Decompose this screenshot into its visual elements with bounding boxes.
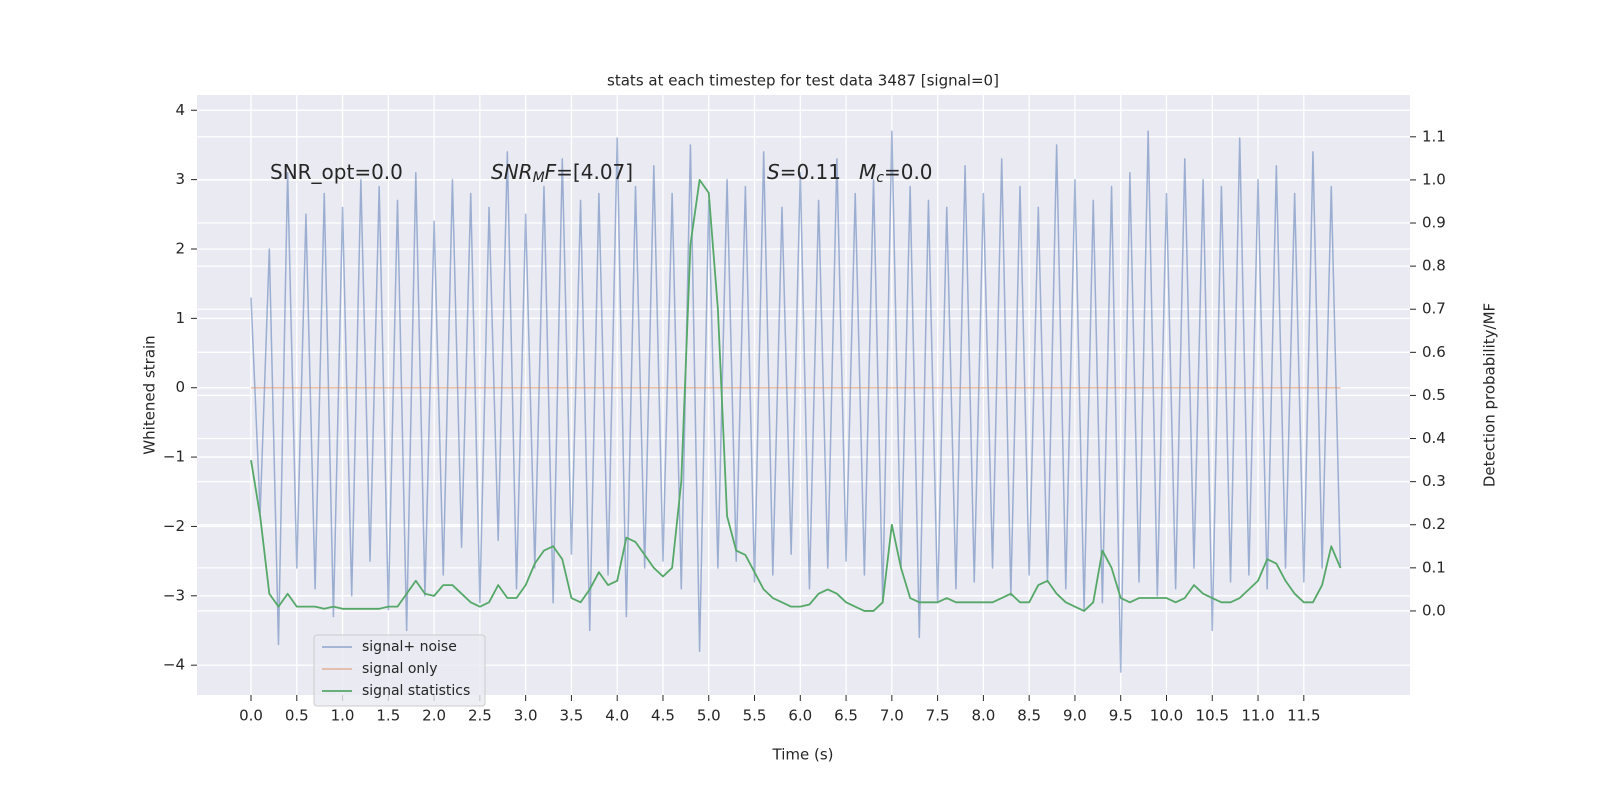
- x-tick-label: 3.0: [514, 707, 538, 725]
- annotation-part: =0.11: [780, 160, 841, 184]
- y-tick-label: −4: [163, 656, 185, 674]
- annotation-part: c: [876, 170, 884, 186]
- x-tick-label: 11.0: [1241, 707, 1274, 725]
- series-line: [250, 130, 1342, 673]
- x-tick-label: 7.5: [926, 707, 950, 725]
- x-tick-label: 0.5: [285, 707, 309, 725]
- annotation: SNR_opt=0.0: [270, 160, 403, 184]
- annotation-part: S: [767, 160, 780, 184]
- x-tick-label: 4.5: [651, 707, 675, 725]
- annotation-part: SNR_opt=0.0: [270, 160, 403, 184]
- x-tick-label: 5.0: [697, 707, 721, 725]
- x-tick-label: 11.5: [1287, 707, 1320, 725]
- x-tick-label: 1.0: [331, 707, 355, 725]
- x-tick-label: 3.5: [559, 707, 583, 725]
- x-tick-label: 8.0: [971, 707, 995, 725]
- annotation: Mc=0.0: [859, 160, 933, 187]
- y-tick-label: −1: [163, 448, 185, 466]
- x-tick-label: 9.5: [1109, 707, 1133, 725]
- y2-tick-label: 0.1: [1422, 558, 1446, 576]
- legend-label: signal+ noise: [362, 639, 457, 655]
- y2-tick-label: 1.1: [1422, 127, 1446, 145]
- y2-axis-label: Detection probability/MF: [1481, 303, 1499, 487]
- annotation: S=0.11: [767, 160, 841, 184]
- x-tick-label: 2.5: [468, 707, 492, 725]
- y2-tick-label: 1.0: [1422, 170, 1446, 188]
- y2-tick-label: 0.0: [1422, 601, 1446, 619]
- annotation-part: SNR: [491, 160, 533, 184]
- annotation-part: =[4.07]: [556, 160, 633, 184]
- y2-tick-label: 0.4: [1422, 429, 1446, 447]
- annotation-part: =0.0: [884, 160, 933, 184]
- y-tick-label: 1: [175, 309, 185, 327]
- y2-tick-label: 0.9: [1422, 214, 1446, 232]
- y-axis-label: Whitened strain: [141, 335, 159, 454]
- x-tick-label: 9.0: [1063, 707, 1087, 725]
- x-tick-label: 5.5: [743, 707, 767, 725]
- legend-label: signal statistics: [362, 683, 470, 699]
- series-line: [250, 179, 1342, 612]
- x-tick-label: 10.0: [1150, 707, 1183, 725]
- x-tick-label: 6.0: [788, 707, 812, 725]
- y-tick-label: 3: [175, 170, 185, 188]
- y2-tick-label: 0.5: [1422, 386, 1446, 404]
- annotation-part: M: [859, 160, 876, 184]
- annotation-part: F: [545, 160, 557, 184]
- y2-tick-label: 0.2: [1422, 515, 1446, 533]
- y-tick-label: 4: [175, 101, 185, 119]
- y2-tick-label: 0.7: [1422, 300, 1446, 318]
- annotation: SNRMF=[4.07]: [491, 160, 633, 187]
- legend-label: signal only: [362, 661, 437, 677]
- chart-title: stats at each timestep for test data 348…: [607, 72, 999, 90]
- legend-box: [313, 634, 486, 707]
- x-tick-label: 4.0: [605, 707, 629, 725]
- y-tick-label: 0: [175, 378, 185, 396]
- x-axis-label: Time (s): [772, 746, 834, 764]
- x-tick-label: 10.5: [1196, 707, 1229, 725]
- x-tick-label: 0.0: [239, 707, 263, 725]
- x-tick-label: 7.0: [880, 707, 904, 725]
- y-tick-label: 2: [175, 239, 185, 257]
- x-tick-label: 8.5: [1017, 707, 1041, 725]
- x-tick-label: 2.0: [422, 707, 446, 725]
- y2-tick-label: 0.6: [1422, 343, 1446, 361]
- y2-tick-label: 0.3: [1422, 472, 1446, 490]
- y2-tick-label: 0.8: [1422, 257, 1446, 275]
- y-tick-label: −3: [163, 586, 185, 604]
- x-tick-label: 6.5: [834, 707, 858, 725]
- x-tick-label: 1.5: [376, 707, 400, 725]
- annotation-part: M: [533, 170, 545, 186]
- y-tick-label: −2: [163, 517, 185, 535]
